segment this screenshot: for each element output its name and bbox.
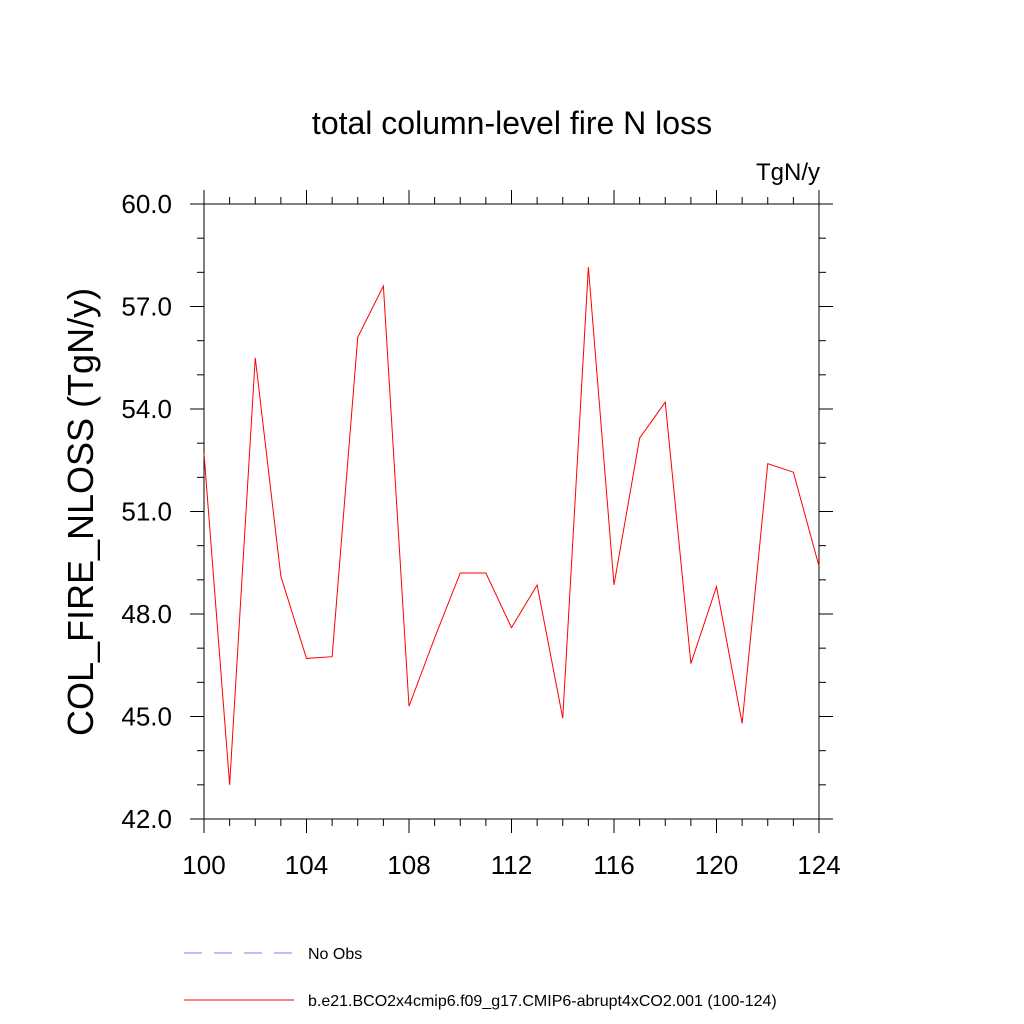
x-tick-label: 120 [695, 850, 738, 880]
data-point [306, 658, 307, 659]
data-point [690, 663, 691, 664]
data-point [280, 576, 281, 577]
data-point [434, 637, 435, 638]
data-point [460, 572, 461, 573]
y-tick-label: 60.0 [121, 189, 172, 219]
data-point [255, 357, 256, 358]
chart-title: total column-level fire N loss [312, 105, 712, 141]
data-point [229, 784, 230, 785]
y-tick-label: 57.0 [121, 292, 172, 322]
data-point [588, 267, 589, 268]
data-point [537, 584, 538, 585]
data-point [203, 453, 204, 454]
x-tick-label: 100 [182, 850, 225, 880]
y-tick-label: 51.0 [121, 497, 172, 527]
data-point [742, 723, 743, 724]
data-point [716, 586, 717, 587]
axes: 100 104 108 112 116 120 124 42.0 45.0 48.0 51.0 54.… [121, 189, 840, 880]
data-point [332, 656, 333, 657]
data-point [511, 627, 512, 628]
y-tick-label: 48.0 [121, 599, 172, 629]
x-tick-label: 124 [797, 850, 840, 880]
data-point [665, 402, 666, 403]
data-point [793, 472, 794, 473]
x-tick-label: 108 [387, 850, 430, 880]
data-point [767, 463, 768, 464]
data-point [639, 437, 640, 438]
units-label: TgN/y [756, 159, 820, 186]
y-tick-label: 45.0 [121, 702, 172, 732]
y-tick-label: 54.0 [121, 394, 172, 424]
legend-no-obs-label: No Obs [308, 946, 362, 963]
x-tick-label: 104 [285, 850, 328, 880]
data-point [613, 584, 614, 585]
data-point [562, 718, 563, 719]
data-point [408, 706, 409, 707]
y-tick-label: 42.0 [121, 804, 172, 834]
x-tick-label: 116 [593, 850, 634, 880]
plot-frame [203, 203, 820, 820]
data-point [485, 572, 486, 573]
series-layer [203, 267, 820, 785]
y-axis-label: COL_FIRE_NLOSS (TgN/y) [60, 288, 101, 736]
data-point [357, 337, 358, 338]
data-point [383, 285, 384, 286]
series-line-0 [203, 267, 820, 785]
legend-series-label: b.e21.BCO2x4cmip6.f09_g17.CMIP6-abrupt4x… [308, 993, 777, 1010]
x-tick-label: 112 [491, 850, 532, 880]
legend: No Obs b.e21.BCO2x4cmip6.f09_g17.CMIP6-a… [184, 946, 777, 1010]
data-point [818, 566, 819, 567]
